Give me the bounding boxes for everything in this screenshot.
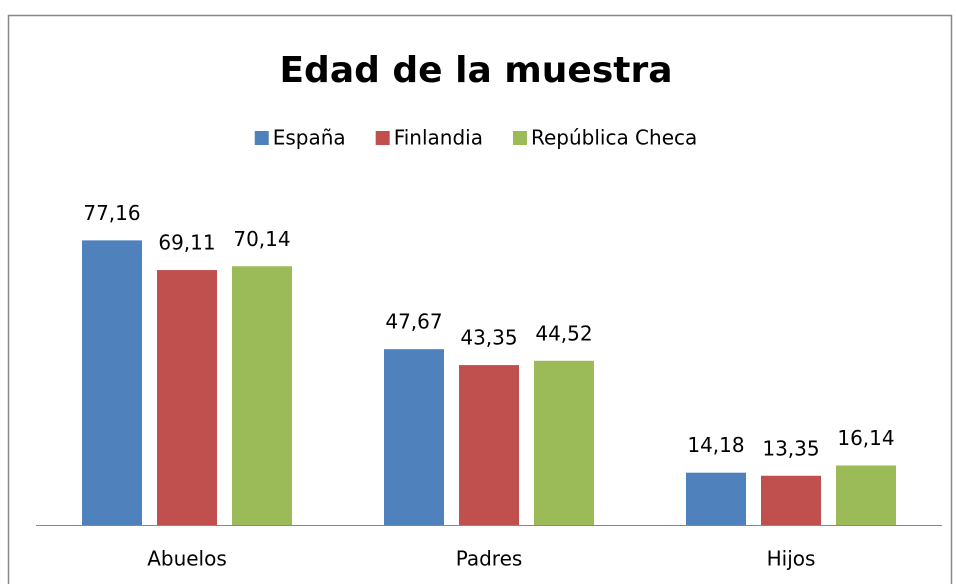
bar — [836, 465, 896, 525]
data-label: 69,11 — [158, 231, 215, 255]
legend-label: República Checa — [531, 126, 697, 150]
x-tick-label: Abuelos — [147, 547, 227, 571]
bar — [157, 270, 217, 525]
bar — [761, 475, 821, 525]
data-label: 14,18 — [687, 433, 744, 457]
legend-swatch — [254, 131, 269, 145]
bar — [686, 472, 746, 525]
data-label: 16,14 — [837, 426, 894, 450]
legend-label: España — [273, 126, 346, 150]
legend-swatch — [512, 131, 527, 145]
x-tick-label: Padres — [456, 547, 523, 571]
data-label: 70,14 — [233, 227, 290, 251]
chart-title: Edad de la muestra — [279, 50, 672, 91]
bar — [384, 349, 444, 525]
data-label: 13,35 — [762, 436, 819, 460]
x-tick-label: Hijos — [767, 547, 816, 571]
legend-label: Finlandia — [394, 126, 483, 150]
data-label: 43,35 — [460, 326, 517, 350]
data-label: 47,67 — [385, 310, 442, 334]
bar — [459, 365, 519, 525]
data-label: 44,52 — [535, 321, 592, 345]
bar — [82, 240, 142, 525]
data-label: 77,16 — [83, 201, 140, 225]
bar — [534, 360, 594, 525]
bar — [232, 266, 292, 525]
legend-swatch — [375, 131, 390, 145]
